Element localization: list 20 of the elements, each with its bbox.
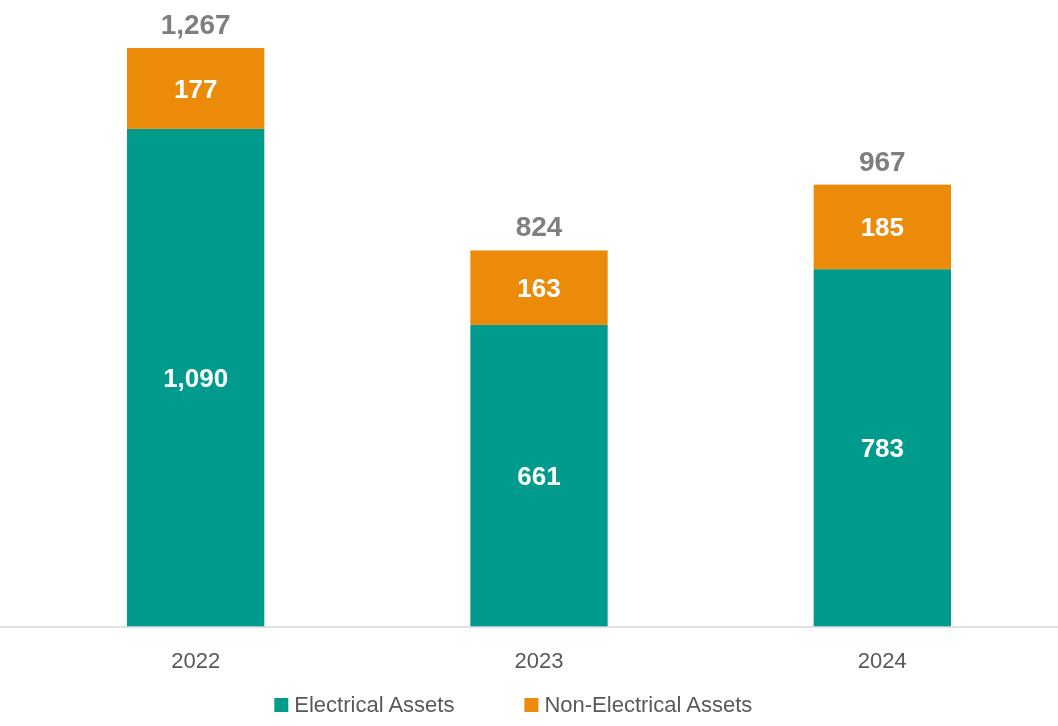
data-label: 177 [173,73,218,104]
data-label: 185 [860,212,905,243]
data-label: 1,090 [163,363,229,394]
data-label: 661 [517,461,561,492]
bar [813,184,951,270]
total-label: 824 [515,211,563,243]
bar [470,324,608,627]
x-tick-label: 2023 [514,648,564,673]
legend-label: Electrical Assets [294,692,455,717]
bar [127,48,265,129]
bar [470,250,608,325]
x-tick-label: 2024 [857,648,907,673]
bar [813,269,951,627]
bar [127,128,265,627]
legend-label: Non-Electrical Assets [544,692,753,717]
data-label: 783 [860,433,905,464]
total-label: 967 [858,145,906,177]
total-label: 1,267 [160,9,231,40]
x-tick-label: 2022 [171,648,221,673]
data-label: 163 [517,272,561,303]
